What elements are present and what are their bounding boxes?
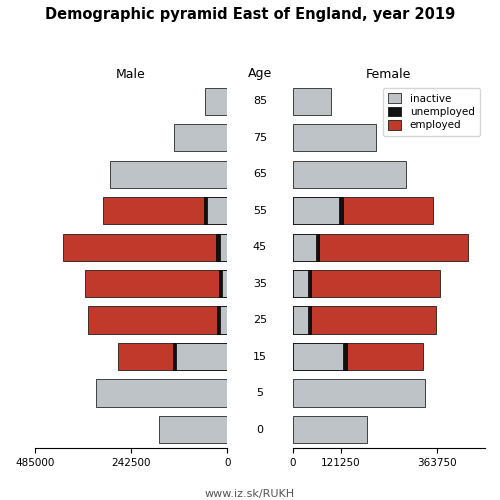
Title: Male: Male [116,68,146,80]
Text: 35: 35 [253,278,267,288]
Bar [220,234,227,261]
Bar [292,306,311,334]
Bar [219,270,227,297]
Bar [292,306,436,334]
Text: Demographic pyramid East of England, year 2019: Demographic pyramid East of England, yea… [45,8,455,22]
Bar [292,416,367,443]
Bar [292,343,344,370]
Text: 75: 75 [253,133,267,143]
Bar [292,197,340,224]
Bar [292,343,346,370]
Bar [220,306,227,334]
Bar [174,124,227,152]
Bar [118,343,227,370]
Bar [110,160,227,188]
Bar [102,197,227,224]
Bar [292,197,343,224]
Bar [292,197,434,224]
Legend: inactive, unemployed, employed: inactive, unemployed, employed [382,88,480,136]
Bar [96,380,227,406]
Bar [292,270,311,297]
Bar [204,197,227,224]
Text: 15: 15 [253,352,267,362]
Bar [217,306,227,334]
Bar [159,416,227,443]
Bar [292,234,468,261]
Text: 85: 85 [253,96,267,106]
Bar [222,270,227,297]
Text: 0: 0 [256,424,264,434]
Bar [292,234,319,261]
Bar [292,270,308,297]
Text: 45: 45 [253,242,267,252]
Bar [88,306,227,334]
Title: Age: Age [248,68,272,80]
Bar [176,343,227,370]
Bar [173,343,227,370]
Bar [206,88,227,115]
Bar [292,234,316,261]
Bar [208,197,227,224]
Bar [292,343,422,370]
Text: 55: 55 [253,206,267,216]
Text: www.iz.sk/RUKH: www.iz.sk/RUKH [205,490,295,500]
Text: 5: 5 [256,388,264,398]
Text: 65: 65 [253,169,267,179]
Bar [292,306,308,334]
Bar [292,124,376,152]
Bar [292,270,440,297]
Bar [84,270,227,297]
Bar [292,88,332,115]
Bar [64,234,227,261]
Text: 25: 25 [253,315,267,325]
Bar [292,160,406,188]
Bar [292,380,426,406]
Bar [216,234,227,261]
Title: Female: Female [366,68,412,80]
